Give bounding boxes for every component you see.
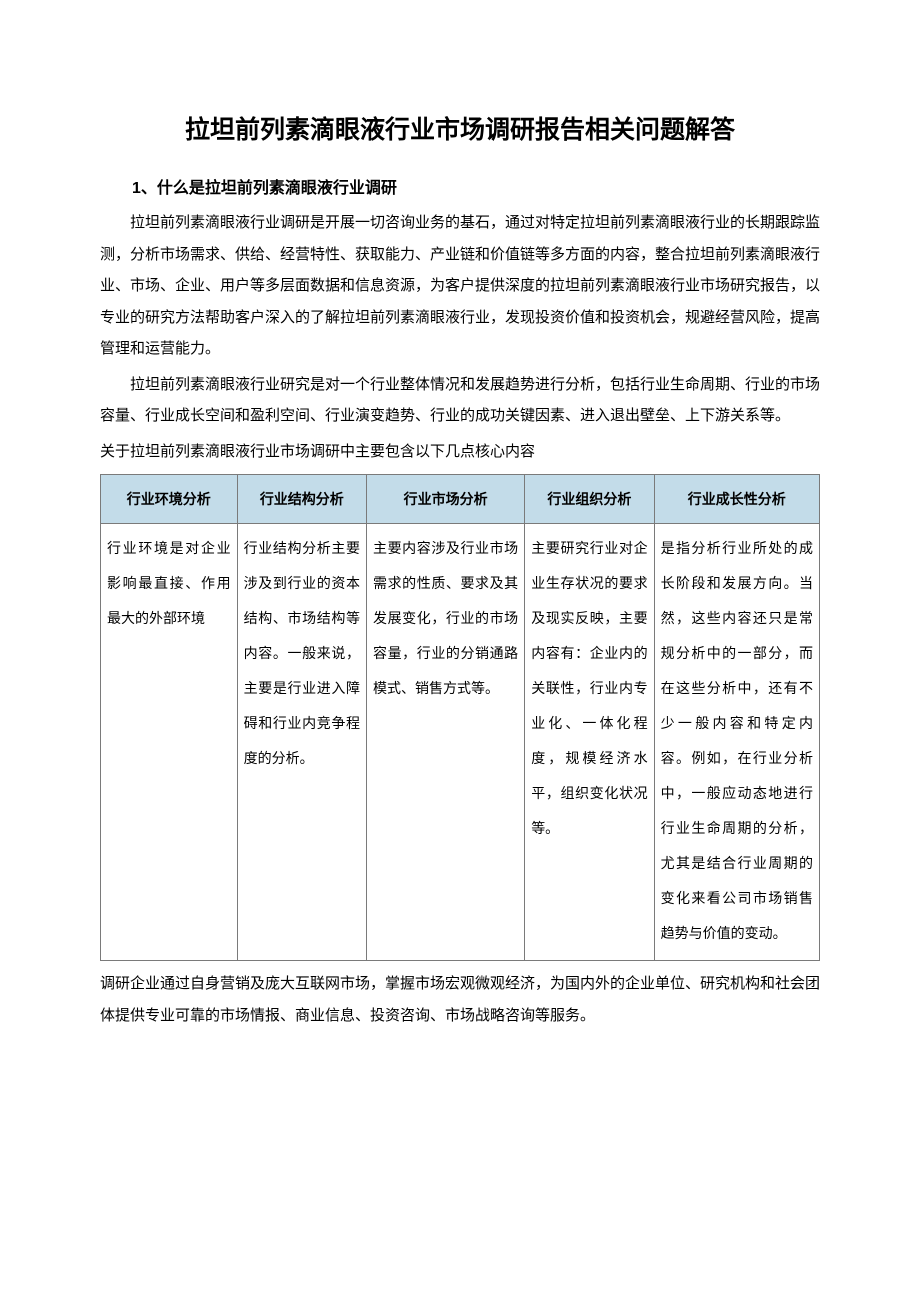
document-page: 拉坦前列素滴眼液行业市场调研报告相关问题解答 1、什么是拉坦前列素滴眼液行业调研… xyxy=(0,0,920,1096)
analysis-table: 行业环境分析 行业结构分析 行业市场分析 行业组织分析 行业成长性分析 行业环境… xyxy=(100,474,820,961)
table-cell: 主要内容涉及行业市场需求的性质、要求及其发展变化，行业的市场容量，行业的分销通路… xyxy=(367,524,525,961)
table-cell: 是指分析行业所处的成长阶段和发展方向。当然，这些内容还只是常规分析中的一部分，而… xyxy=(654,524,819,961)
table-row: 行业环境是对企业影响最直接、作用最大的外部环境 行业结构分析主要涉及到行业的资本… xyxy=(101,524,820,961)
table-header-cell: 行业市场分析 xyxy=(367,475,525,524)
section-1-paragraph-3: 关于拉坦前列素滴眼液行业市场调研中主要包含以下几点核心内容 xyxy=(100,437,820,469)
footer-paragraph: 调研企业通过自身营销及庞大互联网市场，掌握市场宏观微观经济，为国内外的企业单位、… xyxy=(100,969,820,1032)
table-header-cell: 行业组织分析 xyxy=(525,475,654,524)
section-1-heading: 1、什么是拉坦前列素滴眼液行业调研 xyxy=(132,174,820,198)
section-1-paragraph-2: 拉坦前列素滴眼液行业研究是对一个行业整体情况和发展趋势进行分析，包括行业生命周期… xyxy=(100,370,820,433)
table-cell: 主要研究行业对企业生存状况的要求及现实反映，主要内容有：企业内的关联性，行业内专… xyxy=(525,524,654,961)
table-cell: 行业环境是对企业影响最直接、作用最大的外部环境 xyxy=(101,524,238,961)
table-header-cell: 行业结构分析 xyxy=(237,475,366,524)
section-1-paragraph-1: 拉坦前列素滴眼液行业调研是开展一切咨询业务的基石，通过对特定拉坦前列素滴眼液行业… xyxy=(100,208,820,366)
table-header-cell: 行业环境分析 xyxy=(101,475,238,524)
table-header-row: 行业环境分析 行业结构分析 行业市场分析 行业组织分析 行业成长性分析 xyxy=(101,475,820,524)
table-header-cell: 行业成长性分析 xyxy=(654,475,819,524)
document-title: 拉坦前列素滴眼液行业市场调研报告相关问题解答 xyxy=(100,110,820,146)
table-cell: 行业结构分析主要涉及到行业的资本结构、市场结构等内容。一般来说，主要是行业进入障… xyxy=(237,524,366,961)
